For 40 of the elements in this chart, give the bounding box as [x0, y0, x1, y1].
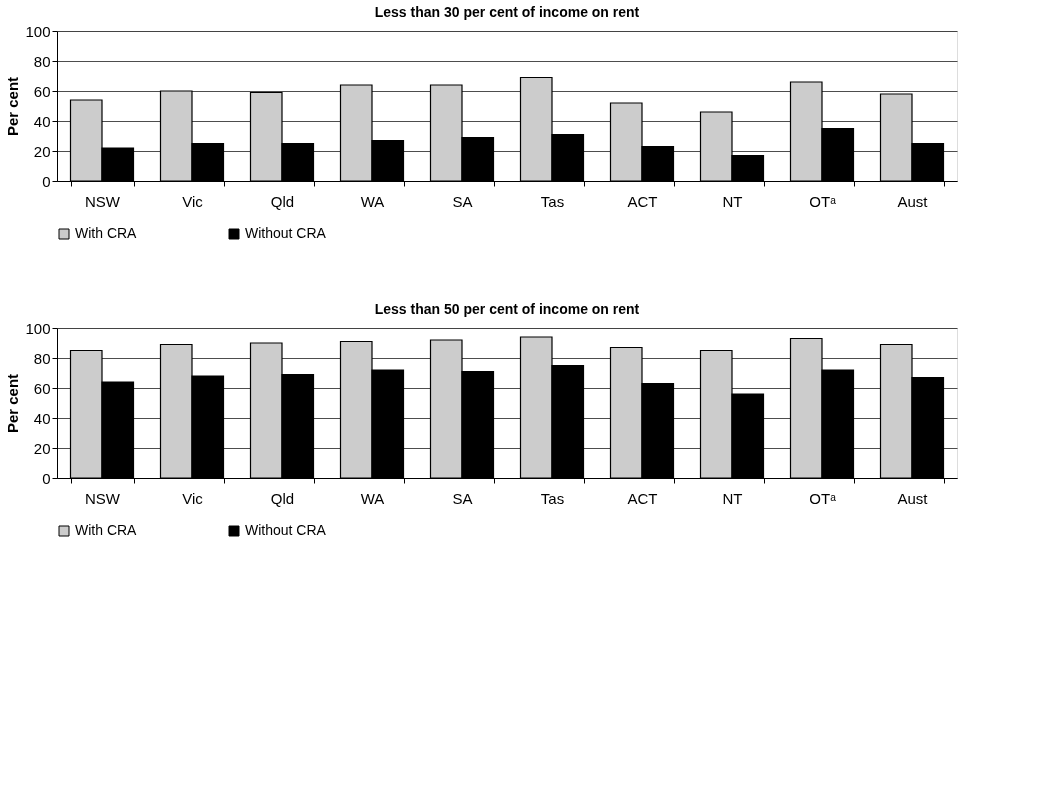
- x-tick-label: WA: [360, 192, 385, 210]
- x-tick-label: OTᵃ: [809, 192, 837, 210]
- x-tick-label: Vic: [182, 489, 204, 507]
- x-tick-label: ACT: [627, 489, 658, 507]
- y-tick-label: 80: [33, 52, 51, 70]
- x-tick-label: NT: [722, 192, 743, 210]
- y-tick-label: 0: [42, 469, 51, 487]
- x-tick-label: NSW: [85, 192, 121, 210]
- y-tick-label: 20: [33, 142, 51, 160]
- x-tick-label: Aust: [897, 489, 929, 507]
- chart-title: Less than 50 per cent of income on rent: [374, 301, 640, 317]
- y-tick-label: 60: [33, 379, 51, 397]
- y-tick-label: 40: [33, 409, 51, 427]
- x-tick-label: SA: [452, 192, 473, 210]
- x-tick-label: Qld: [270, 489, 295, 507]
- y-tick-label: 0: [42, 172, 51, 190]
- y-axis-title: Per cent: [4, 76, 22, 137]
- x-tick-label: NT: [722, 489, 743, 507]
- y-axis-title: Per cent: [4, 373, 22, 434]
- legend-label: With CRA: [75, 225, 138, 241]
- x-tick-label: Tas: [540, 192, 565, 210]
- x-tick-label: Vic: [182, 192, 204, 210]
- x-tick-label: WA: [360, 489, 385, 507]
- legend-label: With CRA: [75, 522, 138, 538]
- x-tick-label: Qld: [270, 192, 295, 210]
- y-tick-label: 20: [33, 439, 51, 457]
- x-tick-label: SA: [452, 489, 473, 507]
- y-tick-label: 80: [33, 349, 51, 367]
- chart-title: Less than 30 per cent of income on rent: [374, 4, 640, 20]
- legend-label: Without CRA: [245, 225, 327, 241]
- x-tick-label: OTᵃ: [809, 489, 837, 507]
- y-tick-label: 40: [33, 112, 51, 130]
- legend-label: Without CRA: [245, 522, 327, 538]
- y-tick-label: 100: [25, 22, 51, 40]
- x-tick-label: NSW: [85, 489, 121, 507]
- x-tick-label: ACT: [627, 192, 658, 210]
- x-tick-label: Aust: [897, 192, 929, 210]
- y-tick-label: 60: [33, 82, 51, 100]
- y-tick-label: 100: [25, 319, 51, 337]
- x-tick-label: Tas: [540, 489, 565, 507]
